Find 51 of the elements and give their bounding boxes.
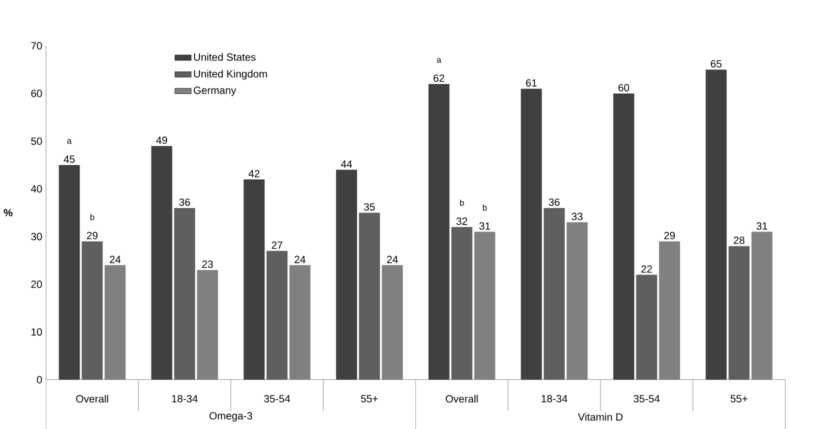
data-label: 49 <box>156 136 168 144</box>
y-tick-label: 10 <box>32 328 42 336</box>
data-label: 32 <box>456 217 468 225</box>
x-tick-label: Overall <box>76 394 108 402</box>
x-tick-label: Overall <box>446 394 478 402</box>
data-label: 62 <box>434 74 444 82</box>
legend-label: Germany <box>194 86 236 96</box>
data-label: 36 <box>179 198 190 206</box>
y-axis-title: % <box>4 208 13 216</box>
legend-label: United Kingdom <box>194 70 267 80</box>
data-label: 23 <box>202 260 213 268</box>
data-label: 36 <box>548 198 560 206</box>
annotation: b <box>90 214 94 220</box>
data-label: 31 <box>479 222 490 230</box>
data-label: 44 <box>340 160 352 168</box>
y-tick-label: 20 <box>31 280 42 288</box>
text: Omega-3 <box>210 412 252 422</box>
annotation: a <box>436 58 442 63</box>
data-label: 65 <box>710 60 722 68</box>
text: Vitamin D <box>578 412 623 420</box>
data-label: 22 <box>641 265 652 272</box>
x-tick-label: 35-54 <box>634 394 660 402</box>
x-tick-label: 35-54 <box>264 394 290 402</box>
y-tick-label: 70 <box>31 42 42 50</box>
data-label: 33 <box>572 212 582 220</box>
data-label: 24 <box>294 256 306 263</box>
annotation: b <box>460 199 464 206</box>
annotation: a <box>67 138 72 144</box>
data-label: 45 <box>64 155 75 163</box>
annotation: b <box>482 204 487 210</box>
data-label: 28 <box>734 236 744 244</box>
data-label: 60 <box>618 84 630 92</box>
x-tick-label: 18-34 <box>172 394 198 402</box>
y-tick-label: 30 <box>31 232 42 240</box>
data-label: 31 <box>756 222 768 230</box>
data-label: 24 <box>110 256 121 263</box>
data-label: 29 <box>664 232 675 240</box>
data-label: 24 <box>387 256 398 263</box>
data-label: 42 <box>248 170 260 178</box>
y-tick-label: 40 <box>30 184 42 192</box>
y-tick-label: 50 <box>31 137 42 145</box>
data-label: 27 <box>272 241 282 249</box>
data-label: 29 <box>86 232 98 240</box>
y-tick-label: 60 <box>31 90 42 97</box>
data-label: 61 <box>526 79 537 86</box>
x-tick-label: 55+ <box>360 394 378 402</box>
y-tick-label: 0 <box>36 376 42 384</box>
x-tick-label: 55+ <box>730 394 748 402</box>
data-label: 35 <box>364 203 375 210</box>
legend-label: United States <box>194 52 256 61</box>
x-tick-label: 18-34 <box>542 394 568 402</box>
